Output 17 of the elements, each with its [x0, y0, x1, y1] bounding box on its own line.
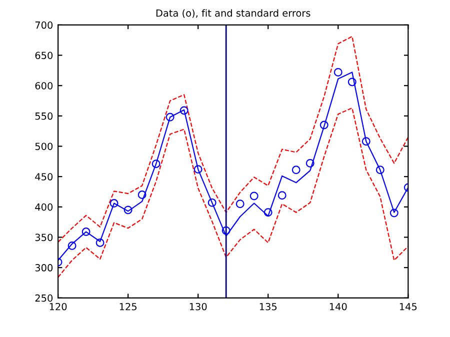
x-tick-label: 135: [260, 302, 277, 310]
y-tick-label: 350: [35, 234, 53, 242]
y-tick-label: 500: [35, 142, 53, 150]
y-tick-label: 400: [35, 203, 53, 211]
y-tick-label: 450: [35, 173, 53, 180]
y-tick-label: 650: [35, 52, 53, 60]
y-tick-label: 700: [35, 21, 53, 29]
x-tick-label: 130: [190, 302, 207, 310]
x-tick-label: 125: [120, 302, 136, 310]
y-tick-label: 300: [35, 264, 53, 272]
x-tick-label: 140: [330, 302, 347, 310]
y-tick-label: 600: [35, 82, 53, 90]
y-tick-label: 550: [35, 112, 53, 120]
x-tick-label: 145: [400, 303, 417, 310]
chart-title: Data (o), fit and standard errors: [156, 9, 310, 18]
y-tick-label: 250: [35, 294, 53, 302]
x-tick-label: 120: [50, 302, 67, 310]
